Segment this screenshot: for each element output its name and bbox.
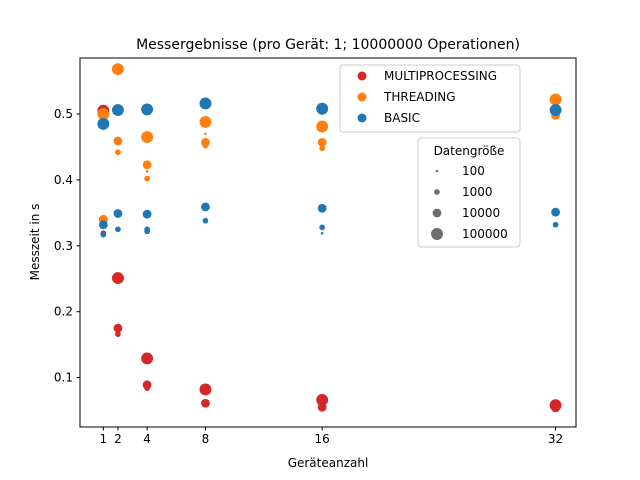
size-legend-title: Datengröße <box>434 144 505 158</box>
y-axis: 0.1 0.2 0.3 0.4 0.5 <box>54 107 80 385</box>
point-multiprocessing-5 <box>113 323 123 333</box>
x-tick-label: 8 <box>202 432 210 446</box>
point-basic-4 <box>113 209 123 218</box>
size-legend-marker-1000 <box>434 189 440 195</box>
size-legend-marker-100000 <box>431 228 443 240</box>
point-threading-3 <box>113 136 123 146</box>
point-basic-13 <box>320 231 324 235</box>
point-basic-8 <box>142 209 152 219</box>
point-multiprocessing-10 <box>201 398 210 408</box>
point-threading-8 <box>141 131 154 144</box>
point-basic-0 <box>100 231 107 238</box>
legend-label-threading: THREADING <box>383 90 456 104</box>
size-legend-label-100000: 100000 <box>462 227 508 241</box>
point-basic-10 <box>202 217 209 224</box>
point-threading-14 <box>317 137 327 147</box>
x-tick-label: 32 <box>548 432 563 446</box>
series-legend-box <box>339 64 521 133</box>
point-multiprocessing-13 <box>316 394 329 406</box>
legend-marker-multiprocessing <box>357 71 367 81</box>
point-multiprocessing-8 <box>142 380 152 390</box>
point-threading-12 <box>199 115 212 128</box>
legend-label-multiprocessing: MULTIPROCESSING <box>384 69 497 83</box>
size-legend-label-10000: 10000 <box>462 206 500 220</box>
point-threading-6 <box>145 170 149 173</box>
point-threading-13 <box>319 145 326 152</box>
point-basic-12 <box>199 97 212 110</box>
point-basic-14 <box>319 224 326 231</box>
legend-label-basic: BASIC <box>384 111 420 125</box>
series-legend: MULTIPROCESSING THREADING BASIC <box>339 64 521 133</box>
point-multiprocessing-4 <box>115 331 121 337</box>
size-legend: Datengröße 100 1000 10000 100000 <box>417 137 521 248</box>
point-basic-11 <box>201 202 210 212</box>
x-tick-label: 4 <box>143 432 151 446</box>
point-basic-15 <box>317 203 327 213</box>
x-tick-label: 1 <box>100 432 108 446</box>
y-tick-label: 0.5 <box>54 107 73 121</box>
point-basic-7 <box>144 226 150 233</box>
y-tick-label: 0.1 <box>54 371 73 385</box>
size-legend-label-100: 100 <box>462 164 485 178</box>
point-threading-2 <box>115 149 121 156</box>
legend-marker-basic <box>357 113 367 123</box>
point-basic-3 <box>115 226 121 233</box>
point-basic-17 <box>552 221 559 228</box>
point-threading-1 <box>97 108 110 120</box>
x-axis-label: Geräteanzahl <box>288 456 369 470</box>
x-tick-label: 16 <box>315 432 330 446</box>
point-basic-16 <box>316 102 329 115</box>
size-legend-marker-100 <box>435 169 439 173</box>
y-tick-label: 0.3 <box>54 239 73 253</box>
point-multiprocessing-6 <box>111 272 124 285</box>
point-multiprocessing-11 <box>199 383 212 396</box>
size-legend-marker-10000 <box>432 208 442 218</box>
point-basic-5 <box>111 104 124 117</box>
point-multiprocessing-9 <box>141 352 154 365</box>
point-threading-5 <box>144 175 150 182</box>
size-legend-label-1000: 1000 <box>462 185 493 199</box>
point-threading-17 <box>549 93 562 106</box>
plot-area <box>97 63 562 413</box>
axes-frame <box>79 57 577 428</box>
point-threading-15 <box>316 120 329 133</box>
point-basic-18 <box>551 207 560 217</box>
y-axis-label: Messzeit in s <box>28 204 42 281</box>
point-threading-11 <box>204 132 207 136</box>
point-basic-2 <box>97 117 110 130</box>
point-basic-9 <box>141 103 154 116</box>
size-legend-box <box>417 137 521 248</box>
point-threading-4 <box>111 63 124 76</box>
point-multiprocessing-15 <box>549 399 562 412</box>
chart-title: Messergebnisse (pro Gerät: 1; 10000000 O… <box>136 37 520 53</box>
point-basic-19 <box>549 104 562 117</box>
point-threading-7 <box>142 160 152 170</box>
point-threading-10 <box>201 137 210 147</box>
y-tick-label: 0.4 <box>54 173 73 187</box>
x-axis: 1 2 4 8 16 32 <box>100 427 563 446</box>
point-basic-1 <box>98 220 108 230</box>
x-tick-label: 2 <box>114 432 122 446</box>
legend-marker-threading <box>357 92 367 102</box>
y-tick-label: 0.2 <box>54 305 73 319</box>
